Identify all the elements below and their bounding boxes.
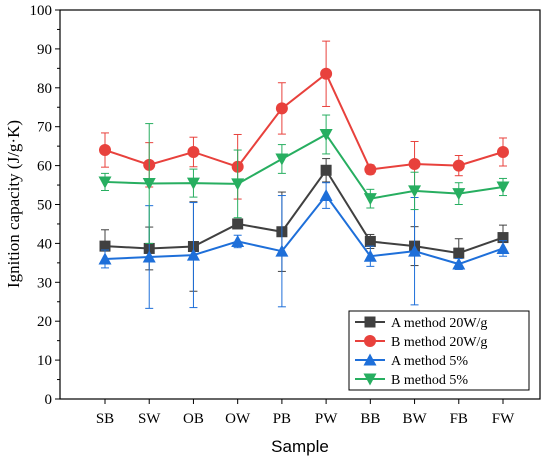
y-tick-label: 30 xyxy=(37,275,52,291)
legend-entry: A method 20W/g xyxy=(355,316,487,331)
series-line xyxy=(104,168,504,255)
data-point xyxy=(408,185,422,198)
data-point xyxy=(452,159,465,172)
data-point xyxy=(231,178,245,191)
data-point xyxy=(453,247,465,259)
data-point xyxy=(363,193,377,206)
y-tick-label: 20 xyxy=(37,314,52,330)
x-tick-label: SB xyxy=(96,411,114,427)
legend-label: B method 5% xyxy=(391,373,468,388)
data-point xyxy=(319,128,333,141)
x-tick-label: OB xyxy=(183,411,204,427)
data-point xyxy=(452,257,466,270)
data-point xyxy=(363,249,377,262)
data-point xyxy=(364,235,376,247)
legend-box xyxy=(348,310,530,391)
x-tick-label: BB xyxy=(360,411,380,427)
data-point xyxy=(98,176,112,189)
data-point xyxy=(497,145,509,158)
y-axis: 0 10 20 30 40 50 60 70 80 90 100 xyxy=(30,3,60,408)
legend-entry: A method 5% xyxy=(355,353,468,369)
y-tick-label: 10 xyxy=(37,353,52,369)
y-tick-label: 70 xyxy=(37,120,52,136)
data-point xyxy=(408,244,422,257)
data-point xyxy=(275,102,288,115)
legend-marker xyxy=(364,316,376,328)
data-point xyxy=(186,177,200,190)
series-line xyxy=(104,193,504,266)
y-axis-title: Ignition capacity (J/g·K) xyxy=(4,120,23,288)
legend-label: A method 5% xyxy=(391,354,468,369)
data-point xyxy=(187,145,200,158)
data-point xyxy=(320,164,332,176)
data-point xyxy=(99,144,111,157)
data-point xyxy=(497,232,509,244)
data-point xyxy=(364,163,377,176)
y-tick-label: 90 xyxy=(37,42,52,58)
x-axis-title: Sample xyxy=(271,437,329,456)
x-tick-label: SW xyxy=(138,411,161,427)
x-tick-label: PB xyxy=(273,411,291,427)
data-point xyxy=(231,234,245,247)
data-point xyxy=(232,218,244,230)
x-tick-label: PW xyxy=(315,411,338,427)
y-tick-label: 80 xyxy=(37,81,52,97)
data-point xyxy=(99,240,111,252)
x-tick-label: OW xyxy=(225,411,251,427)
legend-entry: B method 5% xyxy=(355,373,468,388)
data-point xyxy=(142,177,156,190)
legend-label: A method 20W/g xyxy=(391,316,487,331)
y-tick-label: 0 xyxy=(45,392,53,408)
series-1 xyxy=(99,40,509,200)
legend-label: B method 20W/g xyxy=(391,335,487,350)
y-tick-label: 100 xyxy=(30,3,53,19)
legend-marker xyxy=(363,373,377,386)
data-point xyxy=(496,241,510,254)
data-point xyxy=(320,67,333,80)
series-line xyxy=(104,133,504,200)
series-line xyxy=(104,72,504,171)
data-point xyxy=(496,181,510,194)
series-2 xyxy=(98,182,510,309)
legend-entry: B method 20W/g xyxy=(355,335,487,350)
data-point xyxy=(408,158,421,171)
x-tick-label: BW xyxy=(402,411,427,427)
x-tick-label: FB xyxy=(450,411,468,427)
data-point xyxy=(275,153,289,166)
data-point xyxy=(142,250,156,263)
data-point xyxy=(275,244,289,257)
legend-marker xyxy=(364,335,376,347)
data-point xyxy=(319,189,333,202)
data-point xyxy=(98,252,112,265)
series-layer xyxy=(98,40,510,309)
legend-marker xyxy=(363,353,377,366)
series-3 xyxy=(98,114,510,244)
legend: A method 20W/g B method 20W/g A method 5% B… xyxy=(348,310,530,391)
data-point xyxy=(452,188,466,201)
data-point xyxy=(186,248,200,261)
y-tick-label: 60 xyxy=(37,159,52,175)
y-tick-label: 40 xyxy=(37,236,52,252)
x-tick-label: FW xyxy=(492,411,515,427)
x-axis: SB SW OB OW PB PW BB BW FB FW xyxy=(96,399,515,427)
y-tick-label: 50 xyxy=(37,198,52,214)
